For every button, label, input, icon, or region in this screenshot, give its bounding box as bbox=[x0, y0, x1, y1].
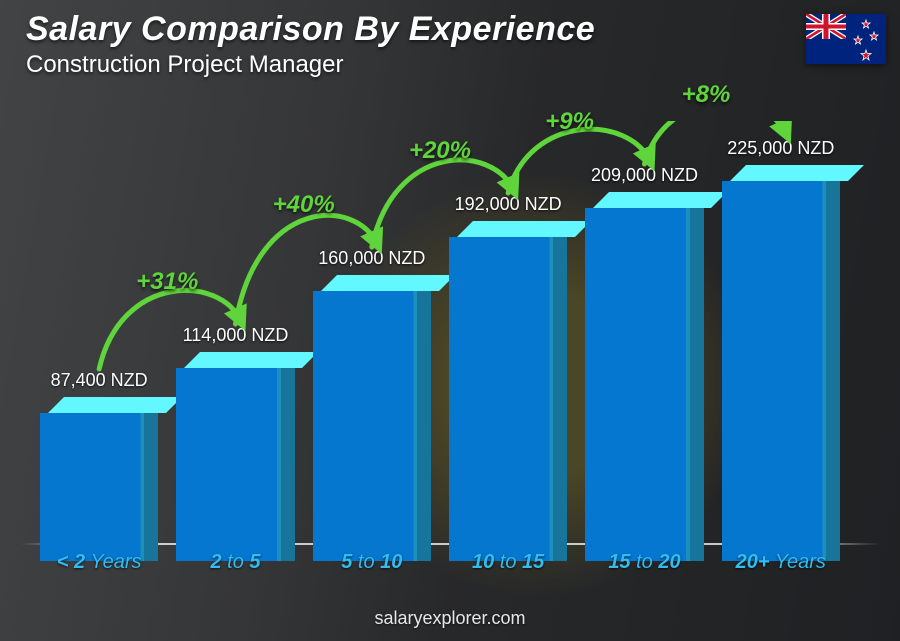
bar-category-label: 2 to 5 bbox=[210, 551, 260, 574]
bar-category-label: 10 to 15 bbox=[472, 551, 544, 574]
bar bbox=[585, 192, 703, 545]
bars-container: 87,400 NZD< 2 Years114,000 NZD2 to 5160,… bbox=[40, 121, 840, 545]
bar-slot: 87,400 NZD< 2 Years bbox=[40, 370, 158, 545]
bar-slot: 114,000 NZD2 to 5 bbox=[176, 325, 294, 545]
bar-slot: 192,000 NZD10 to 15 bbox=[449, 194, 567, 545]
bar bbox=[40, 397, 158, 545]
growth-pct-label: +8% bbox=[682, 81, 731, 109]
bar-category-label: 15 to 20 bbox=[608, 551, 680, 574]
bar bbox=[722, 165, 840, 545]
bar-category-label: 5 to 10 bbox=[341, 551, 402, 574]
bar bbox=[449, 221, 567, 545]
infographic-stage: Salary Comparison By Experience Construc… bbox=[0, 0, 900, 641]
bar-value-label: 209,000 NZD bbox=[591, 165, 698, 186]
growth-pct-label: +40% bbox=[273, 191, 335, 219]
chart-title: Salary Comparison By Experience bbox=[26, 10, 595, 49]
bar-value-label: 87,400 NZD bbox=[51, 370, 148, 391]
growth-pct-label: +31% bbox=[136, 268, 198, 296]
bar bbox=[313, 275, 431, 545]
bar-category-label: < 2 Years bbox=[57, 551, 142, 574]
title-block: Salary Comparison By Experience Construc… bbox=[26, 10, 595, 79]
chart-subtitle: Construction Project Manager bbox=[26, 51, 595, 79]
bar-value-label: 114,000 NZD bbox=[183, 325, 289, 346]
bar-category-label: 20+ Years bbox=[736, 551, 826, 574]
bar-value-label: 225,000 NZD bbox=[727, 138, 834, 159]
growth-pct-label: +9% bbox=[545, 108, 594, 136]
bar-value-label: 160,000 NZD bbox=[318, 248, 425, 269]
chart-area: 87,400 NZD< 2 Years114,000 NZD2 to 5160,… bbox=[40, 121, 840, 571]
flag-icon bbox=[806, 14, 886, 64]
bar-slot: 160,000 NZD5 to 10 bbox=[313, 248, 431, 545]
growth-pct-label: +20% bbox=[409, 137, 471, 165]
bar-slot: 225,000 NZD20+ Years bbox=[722, 138, 840, 545]
bar bbox=[176, 352, 294, 545]
footer-attribution: salaryexplorer.com bbox=[0, 608, 900, 629]
bar-value-label: 192,000 NZD bbox=[455, 194, 562, 215]
bar-slot: 209,000 NZD15 to 20 bbox=[585, 165, 703, 545]
